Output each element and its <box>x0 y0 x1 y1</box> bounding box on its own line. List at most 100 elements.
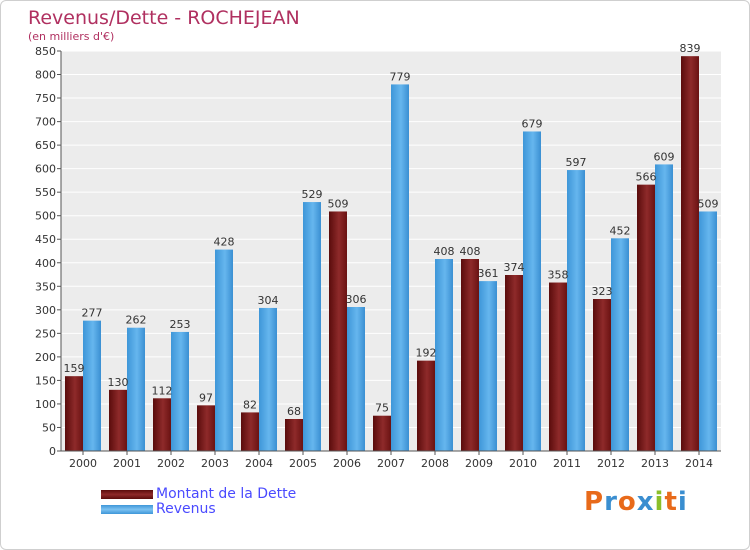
data-label-dette-2011: 358 <box>548 269 569 282</box>
bar-revenus-2013 <box>655 164 673 452</box>
x-tick-label: 2010 <box>509 457 537 470</box>
bar-revenus-2005 <box>303 202 321 451</box>
x-tick-label: 2013 <box>641 457 669 470</box>
bar-dette-2010 <box>505 275 523 451</box>
bar-dette-2001 <box>109 389 127 451</box>
logo-letter: t <box>664 487 678 517</box>
bar-revenus-2011 <box>567 170 585 451</box>
data-label-revenus-2004: 304 <box>258 294 279 307</box>
data-label-dette-2002: 112 <box>152 384 173 397</box>
y-tick-label: 450 <box>35 233 56 246</box>
data-label-revenus-2005: 529 <box>302 188 323 201</box>
data-label-revenus-2013: 609 <box>654 150 675 163</box>
y-tick-label: 600 <box>35 163 56 176</box>
data-label-dette-2012: 323 <box>592 285 613 298</box>
bar-dette-2014 <box>681 56 699 451</box>
bars-layer <box>65 56 717 452</box>
bar-revenus-2007 <box>391 84 409 451</box>
y-tick-label: 100 <box>35 398 56 411</box>
y-tick-label: 300 <box>35 304 56 317</box>
y-tick-label: 800 <box>35 69 56 82</box>
y-tick-label: 650 <box>35 139 56 152</box>
bar-dette-2013 <box>637 184 655 451</box>
chart-title: Revenus/Dette - ROCHEJEAN <box>28 7 300 29</box>
bar-dette-2012 <box>593 299 611 451</box>
data-label-dette-2007: 75 <box>375 402 389 415</box>
logo-letter: o <box>617 487 637 517</box>
x-tick-label: 2004 <box>245 457 273 470</box>
x-tick-label: 2007 <box>377 457 405 470</box>
data-label-dette-2004: 82 <box>243 398 257 411</box>
bar-dette-2005 <box>285 419 303 451</box>
data-label-revenus-2007: 779 <box>390 70 411 83</box>
x-tick-label: 2006 <box>333 457 361 470</box>
bar-revenus-2001 <box>127 327 145 451</box>
bar-dette-2000 <box>65 376 83 451</box>
data-label-revenus-2000: 277 <box>82 307 103 320</box>
data-label-dette-2006: 509 <box>328 197 349 210</box>
bar-dette-2006 <box>329 211 347 451</box>
logo-letter: P <box>584 487 605 517</box>
y-tick-label: 0 <box>49 445 56 458</box>
bar-dette-2009 <box>461 259 479 451</box>
x-tick-label: 2000 <box>69 457 97 470</box>
bar-revenus-2003 <box>215 249 233 451</box>
legend-swatch-dette <box>101 490 153 499</box>
bar-revenus-2008 <box>435 259 453 451</box>
bar-dette-2003 <box>197 405 215 451</box>
x-tick-label: 2001 <box>113 457 141 470</box>
legend-label-revenus: Revenus <box>156 501 216 517</box>
y-tick-label: 700 <box>35 116 56 129</box>
chart-subtitle: (en milliers d'€) <box>28 30 115 43</box>
y-tick-label: 50 <box>42 421 56 434</box>
y-tick-label: 550 <box>35 186 56 199</box>
y-tick-label: 500 <box>35 210 56 223</box>
bar-revenus-2009 <box>479 281 497 451</box>
bar-dette-2011 <box>549 282 567 451</box>
bar-revenus-2006 <box>347 307 365 451</box>
legend-swatch-revenus <box>101 505 153 514</box>
data-label-dette-2005: 68 <box>287 405 301 418</box>
x-tick-label: 2002 <box>157 457 185 470</box>
data-label-revenus-2010: 679 <box>522 117 543 130</box>
bar-revenus-2000 <box>83 320 101 451</box>
bar-revenus-2014 <box>699 211 717 451</box>
x-tick-label: 2008 <box>421 457 449 470</box>
data-label-dette-2008: 192 <box>416 347 437 360</box>
y-tick-label: 350 <box>35 280 56 293</box>
y-tick-label: 400 <box>35 257 56 270</box>
y-tick-label: 200 <box>35 351 56 364</box>
data-label-revenus-2002: 253 <box>170 318 191 331</box>
data-label-revenus-2008: 408 <box>434 245 455 258</box>
data-label-revenus-2001: 262 <box>126 314 147 327</box>
data-label-revenus-2012: 452 <box>610 224 631 237</box>
x-tick-label: 2012 <box>597 457 625 470</box>
x-tick-label: 2014 <box>685 457 713 470</box>
x-tick-label: 2011 <box>553 457 581 470</box>
bar-dette-2004 <box>241 412 259 451</box>
bar-revenus-2004 <box>259 307 277 451</box>
axes-layer: 0 50 100 150 200 250 300 350 400 450 500 550 600 650 7… <box>35 45 721 470</box>
bar-revenus-2012 <box>611 238 629 451</box>
legend-label-dette: Montant de la Dette <box>156 486 297 502</box>
data-label-dette-2009: 408 <box>460 245 481 258</box>
x-tick-label: 2003 <box>201 457 229 470</box>
y-tick-label: 250 <box>35 327 56 340</box>
data-label-revenus-2014: 509 <box>698 197 719 210</box>
logo-letter: i <box>677 487 688 517</box>
bar-revenus-2002 <box>171 331 189 451</box>
data-label-revenus-2006: 306 <box>346 293 367 306</box>
data-label-dette-2010: 374 <box>504 261 525 274</box>
bar-revenus-2010 <box>523 131 541 451</box>
data-label-revenus-2009: 361 <box>478 267 499 280</box>
bar-dette-2007 <box>373 415 391 451</box>
logo-letter: i <box>654 487 665 517</box>
data-label-dette-2014: 839 <box>680 42 701 55</box>
data-label-revenus-2011: 597 <box>566 156 587 169</box>
y-tick-label: 850 <box>35 45 56 58</box>
data-label-dette-2003: 97 <box>199 391 213 404</box>
bar-dette-2008 <box>417 360 435 451</box>
proxiti-logo: Proxiti <box>584 487 688 517</box>
